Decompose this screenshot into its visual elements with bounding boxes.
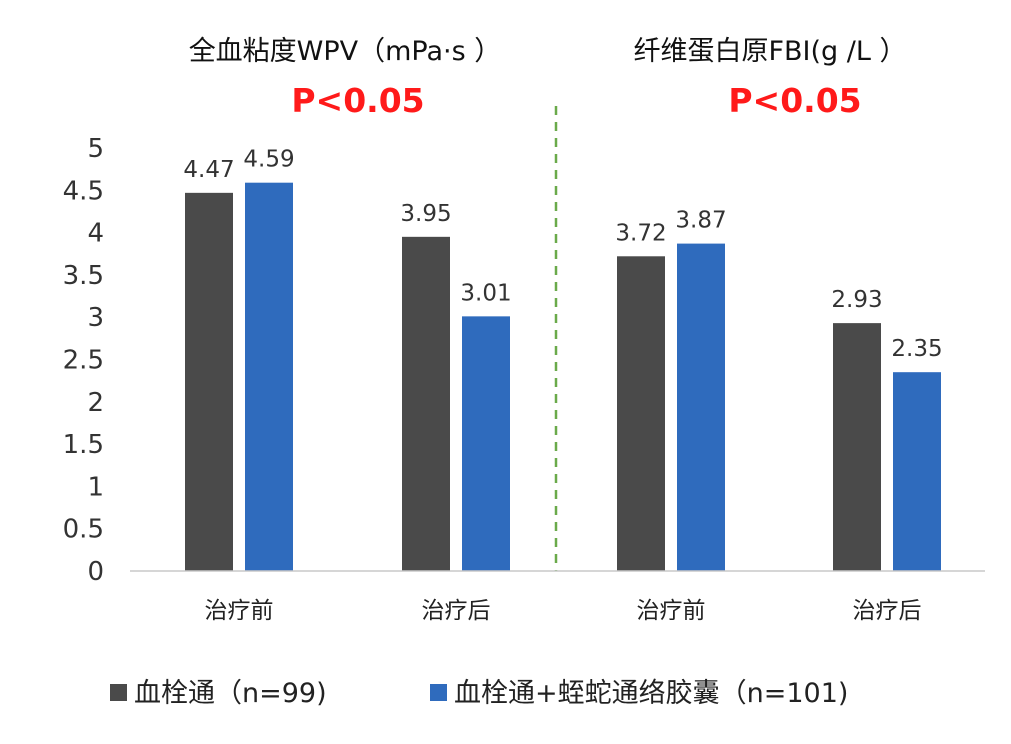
y-tick-label: 3.5 xyxy=(63,261,104,291)
legend-swatch xyxy=(430,684,447,701)
y-tick-label: 4 xyxy=(87,219,104,249)
bar xyxy=(617,256,665,571)
bar xyxy=(462,316,510,571)
legend-swatch xyxy=(110,684,127,701)
legend-label: 血栓通（n=99) xyxy=(134,678,327,709)
x-tick-label: 治疗后 xyxy=(422,598,491,624)
data-label: 3.87 xyxy=(675,208,726,234)
significance-annotation: P<0.05 xyxy=(728,81,861,120)
panel-title: 纤维蛋白原FBI(g /L ） xyxy=(634,36,907,67)
y-tick-label: 0.5 xyxy=(63,515,104,545)
data-label: 3.72 xyxy=(615,220,666,246)
bar xyxy=(185,192,233,571)
legend-label: 血栓通+蛭蛇通络胶囊（n=101) xyxy=(454,678,848,709)
x-axis: 治疗前 治疗后 治疗前 治疗后 xyxy=(130,570,985,624)
legend: 血栓通（n=99) 血栓通+蛭蛇通络胶囊（n=101) xyxy=(110,678,848,709)
data-label: 2.35 xyxy=(891,336,942,362)
y-tick-label: 2.5 xyxy=(63,346,104,376)
y-tick-label: 5 xyxy=(87,134,104,164)
significance-annotation: P<0.05 xyxy=(291,81,424,120)
data-label: 3.01 xyxy=(460,280,511,306)
panel-title: 全血粘度WPV（mPa·s ） xyxy=(189,36,502,67)
y-axis: 0 0.5 1 1.5 2 2.5 3 3.5 4 4.5 5 xyxy=(63,134,104,587)
x-tick-label: 治疗前 xyxy=(205,598,274,624)
y-tick-label: 1 xyxy=(87,472,104,502)
data-label: 4.59 xyxy=(243,147,294,173)
panel-titles: 全血粘度WPV（mPa·s ） P<0.05 纤维蛋白原FBI(g /L ） P<0.… xyxy=(189,36,907,120)
y-tick-label: 1.5 xyxy=(63,430,104,460)
bar xyxy=(893,372,941,571)
y-tick-label: 3 xyxy=(87,303,104,333)
bar xyxy=(677,243,725,571)
y-tick-label: 4.5 xyxy=(63,176,104,206)
data-label: 2.93 xyxy=(831,287,882,313)
data-label: 4.47 xyxy=(183,157,234,183)
x-tick-label: 治疗后 xyxy=(853,598,922,624)
bars: 4.47 4.59 3.95 3.01 3.72 3.87 2.93 2.35 xyxy=(183,106,943,571)
y-tick-label: 2 xyxy=(87,388,104,418)
bar xyxy=(402,236,450,571)
data-label: 3.95 xyxy=(400,201,451,227)
bar xyxy=(833,323,881,571)
y-tick-label: 0 xyxy=(87,557,104,587)
x-tick-label: 治疗前 xyxy=(637,598,706,624)
bar xyxy=(245,182,293,571)
